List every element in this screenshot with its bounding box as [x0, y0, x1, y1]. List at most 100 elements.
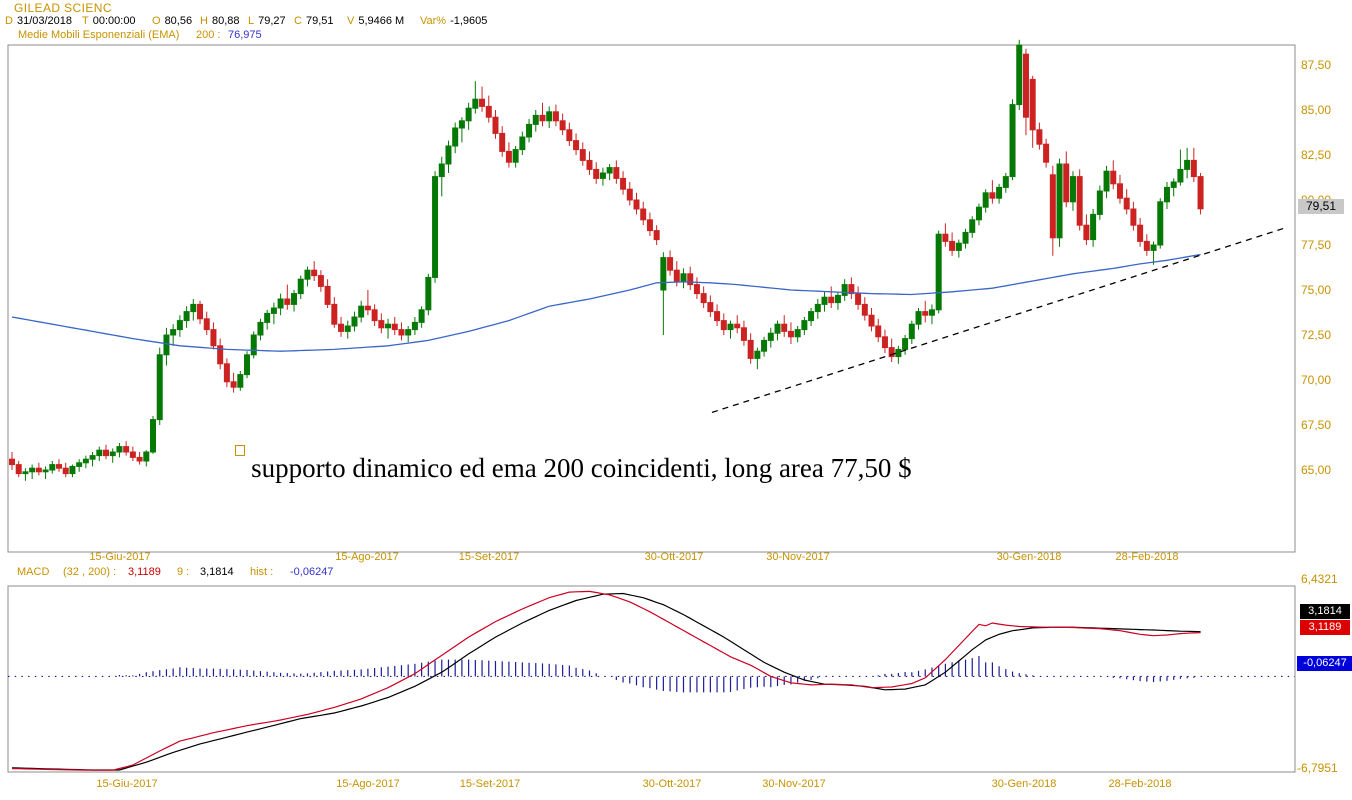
candle-body [922, 311, 929, 316]
candle-body [1143, 240, 1150, 251]
candle-body [324, 285, 331, 305]
candle-body [445, 145, 452, 165]
candle-body [949, 240, 956, 251]
candle-body [237, 374, 244, 388]
candle-body [808, 311, 815, 322]
candle-body [405, 329, 412, 336]
candle-body [626, 188, 633, 201]
candle-body [888, 347, 895, 358]
candle-body [781, 323, 788, 332]
candle-body [841, 284, 848, 296]
candle-body [855, 293, 862, 305]
y-axis-label: 77,50 [1301, 238, 1331, 252]
candle-body [163, 334, 170, 356]
candle-body [767, 332, 774, 341]
x-axis-label: 30-Gen-2018 [996, 551, 1062, 563]
candle-body [485, 105, 492, 118]
candle-body [848, 284, 855, 295]
candle-body [1036, 129, 1043, 145]
price-chart-x-axis: 15-Giu-2017 15-Ago-2017 15-Set-2017 30-Ott-… [0, 551, 1352, 565]
candle-body [9, 458, 15, 466]
candle-body [539, 114, 546, 122]
candle-body [1123, 197, 1130, 210]
annotation-anchor-square-icon[interactable] [235, 445, 245, 456]
candle-body [210, 329, 217, 347]
ohlc-field-t: T 00:00:00 [82, 15, 136, 27]
candle-body [915, 311, 922, 325]
candle-body [364, 305, 371, 311]
candle-body [861, 303, 868, 316]
candle-body [331, 303, 338, 325]
candle-body [284, 298, 291, 305]
y-axis-label: 67,50 [1301, 418, 1331, 432]
candle-body [573, 140, 580, 151]
candle-body [942, 233, 949, 242]
ohlc-field-d: D 31/03/2018 [5, 15, 73, 27]
macd-hist-value-tag: -0,06247 [1297, 656, 1352, 671]
candle-body [156, 354, 163, 421]
candle-body [385, 323, 392, 329]
candle-body [1137, 224, 1144, 242]
candle-body [311, 269, 318, 277]
candle-body [1009, 104, 1016, 178]
price-panel-border [7, 44, 1296, 553]
chart-annotation[interactable]: supporto dinamico ed ema 200 coincidenti… [235, 445, 912, 483]
ema-period-label: 200 : [196, 29, 221, 41]
symbol-title: GILEAD SCIENC [14, 1, 112, 15]
candle-body [344, 325, 351, 332]
ema200-line [11, 253, 1201, 352]
candle-body [22, 471, 29, 475]
candle-body [975, 206, 982, 221]
support-trendline [711, 226, 1289, 414]
x-axis-label: 15-Set-2017 [458, 551, 520, 563]
candle-body [76, 462, 83, 467]
x-axis-label: 30-Nov-2017 [766, 551, 830, 563]
y-axis-label: 70,00 [1301, 373, 1331, 387]
candle-body [143, 451, 150, 462]
candle-body [1076, 176, 1083, 226]
candle-body [116, 446, 123, 453]
candle-body [962, 231, 969, 244]
candle-body [223, 363, 230, 383]
candle-body [653, 230, 660, 241]
annotation-text: supporto dinamico ed ema 200 coincidenti… [251, 453, 912, 483]
candle-body [740, 327, 747, 341]
macd-hist-label: hist : [250, 566, 274, 578]
candle-body [371, 309, 378, 322]
candle-body [559, 120, 566, 131]
candle-body [317, 275, 324, 287]
candle-body [606, 167, 613, 174]
candle-body [291, 293, 298, 305]
macd-line [11, 590, 1201, 771]
candle-body [183, 311, 190, 322]
ema-indicator-label: Medie Mobili Esponenziali (EMA) [18, 29, 180, 41]
ohlc-field-c: C 79,51 [294, 15, 334, 27]
candle-body [136, 456, 143, 462]
last-price-tag: 79,51 [1298, 199, 1344, 214]
candle-body [96, 449, 103, 457]
candle-body [1063, 163, 1070, 203]
candle-body [526, 123, 533, 138]
candle-body [277, 298, 284, 309]
candle-body [720, 320, 727, 331]
candle-body [391, 323, 398, 331]
candle-body [512, 149, 519, 163]
candle-body [1150, 244, 1157, 251]
candle-body [398, 329, 405, 336]
candle-body [982, 192, 989, 208]
candle-body [1096, 190, 1103, 215]
candle-body [89, 455, 96, 460]
candle-body [472, 98, 479, 109]
candle-body [304, 269, 311, 280]
macd-signal-value: 3,1814 [200, 566, 234, 578]
y-axis-label: 75,00 [1301, 283, 1331, 297]
candle-body [123, 446, 130, 453]
candle-body [35, 467, 42, 473]
macd-panel-border [7, 585, 1296, 773]
candle-body [700, 293, 707, 304]
candle-body [868, 314, 875, 327]
candle-body [129, 451, 136, 458]
candle-body [774, 323, 781, 334]
